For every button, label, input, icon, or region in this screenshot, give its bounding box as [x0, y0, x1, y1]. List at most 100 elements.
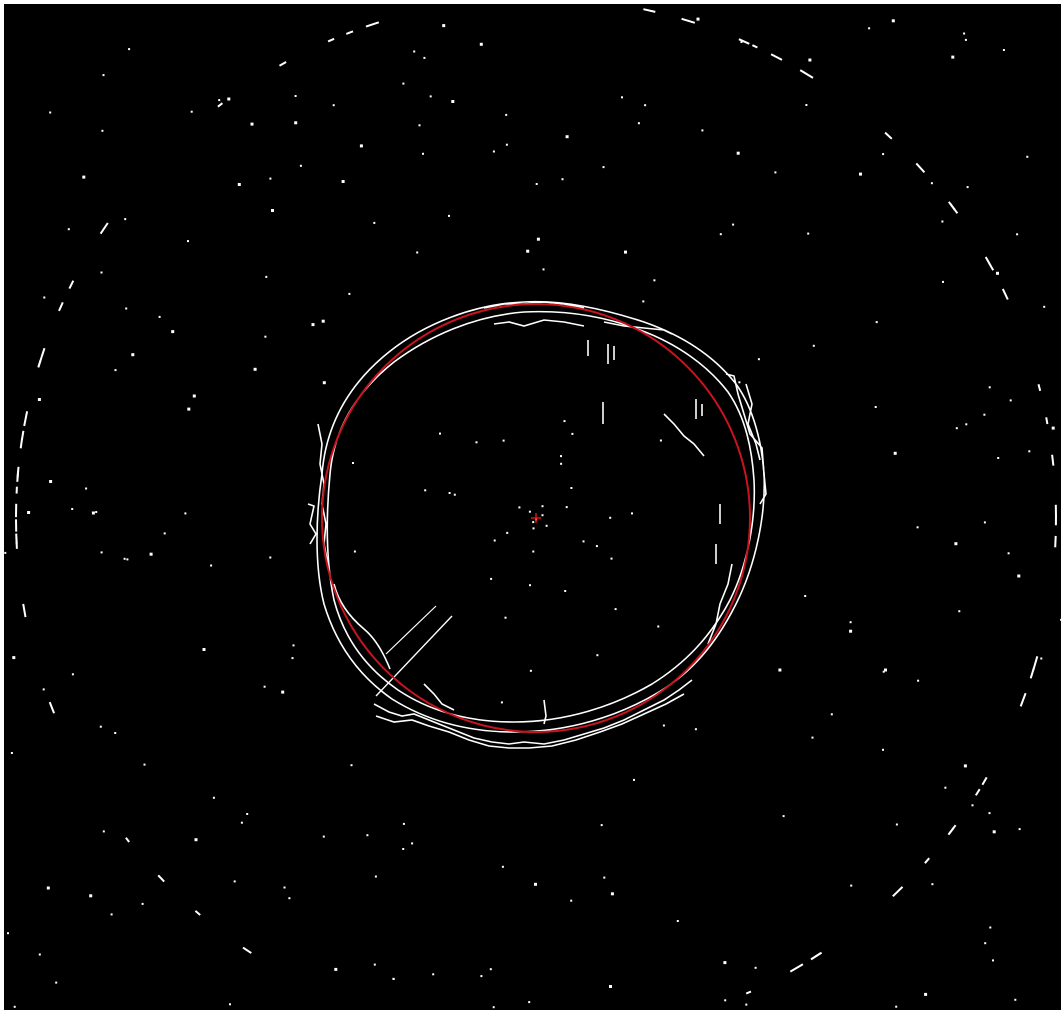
noise-speck [812, 344, 815, 347]
noise-speck [502, 439, 505, 442]
noise-speck [916, 526, 919, 529]
noise-speck [535, 183, 538, 185]
outer-ring-fragment [279, 61, 287, 67]
noise-speck [265, 275, 268, 278]
noise-speck [85, 487, 88, 490]
outer-ring-fragment [1051, 454, 1055, 466]
outer-ring-fragment [48, 701, 56, 714]
noise-speck [610, 557, 613, 560]
noise-speck [528, 1001, 531, 1004]
noise-speck [570, 487, 573, 489]
noise-speck [805, 104, 808, 106]
noise-speck [882, 748, 884, 751]
noise-speck [1009, 399, 1012, 402]
noise-speck [359, 144, 363, 148]
noise-speck [955, 427, 958, 430]
noise-speck [71, 508, 74, 510]
outer-ring-fragment [799, 69, 814, 79]
noise-speck [884, 668, 887, 672]
noise-speck [392, 977, 395, 980]
noise-speck [416, 251, 419, 254]
outer-ring-fragment [811, 951, 823, 960]
noise-speck [99, 725, 102, 728]
noise-speck [128, 48, 131, 51]
noise-speck [571, 432, 574, 435]
noise-speck [246, 813, 249, 815]
outer-ring-fragment [40, 347, 46, 358]
outer-ring-fragment [884, 131, 893, 140]
noise-speck [875, 321, 878, 324]
outer-ring-fragment [16, 466, 20, 479]
noise-speck [210, 564, 213, 567]
noise-speck [529, 584, 531, 587]
noise-speck [505, 143, 508, 146]
noise-speck [492, 150, 495, 153]
noise-speck [43, 296, 46, 299]
noise-speck [983, 413, 986, 416]
noise-speck [263, 685, 266, 688]
noise-speck [983, 521, 986, 524]
noise-speck [757, 358, 760, 361]
noise-speck [100, 271, 103, 274]
left-edge-fragment [333, 583, 391, 670]
noise-speck [963, 764, 967, 768]
noise-speck [868, 27, 871, 30]
noise-speck [694, 728, 697, 731]
noise-speck [565, 506, 568, 509]
noise-speck [532, 527, 535, 530]
noise-speck [732, 223, 735, 226]
noise-speck [299, 164, 302, 167]
noise-speck [334, 967, 338, 971]
noise-speck [10, 752, 13, 754]
noise-speck [505, 113, 508, 116]
noise-speck [218, 99, 221, 102]
noise-speck [676, 920, 679, 922]
noise-speck [966, 186, 969, 189]
interior-feature [663, 413, 705, 457]
noise-speck [1026, 155, 1029, 158]
noise-speck [701, 129, 704, 132]
noise-speck [532, 550, 535, 553]
outer-ring-fragment [58, 301, 64, 312]
noise-speck [294, 95, 297, 97]
noise-speck [190, 110, 193, 113]
noise-speck [997, 457, 1000, 459]
noise-speck [989, 926, 992, 929]
noise-speck [565, 135, 569, 139]
noise-speck [963, 32, 966, 35]
noise-speck [600, 824, 603, 827]
outer-ring-fragment [1054, 535, 1057, 548]
noise-speck [850, 884, 853, 887]
noise-speck [996, 271, 999, 275]
noise-speck [560, 455, 562, 458]
noise-speck [432, 973, 435, 976]
noise-speck [633, 778, 635, 781]
left-edge-fragment-3 [307, 503, 317, 545]
noise-speck [283, 886, 286, 889]
noise-speck [163, 532, 166, 535]
noise-speck [518, 506, 521, 509]
noise-speck [736, 151, 740, 155]
noise-speck [240, 821, 243, 824]
noise-speck [418, 124, 421, 127]
noise-speck [657, 625, 660, 628]
outer-ring-fragment [20, 430, 25, 441]
center-marker [531, 513, 541, 523]
noise-speck [807, 232, 810, 235]
noise-speck [723, 961, 727, 965]
noise-speck [492, 1006, 495, 1009]
noise-speck [964, 38, 967, 41]
noise-speck [541, 505, 544, 508]
noise-speck [536, 237, 540, 241]
outer-ring-fragment [37, 356, 43, 367]
noise-speck [269, 177, 272, 180]
noise-speck [849, 629, 853, 633]
noise-speck [944, 786, 947, 789]
noise-speck [830, 713, 833, 716]
outer-ring-fragment [1037, 383, 1042, 392]
noise-speck [141, 902, 144, 905]
noise-speck [493, 539, 496, 542]
outer-ring-fragment [681, 17, 696, 24]
noise-speck [448, 214, 450, 217]
object-edge-contours [307, 300, 767, 749]
